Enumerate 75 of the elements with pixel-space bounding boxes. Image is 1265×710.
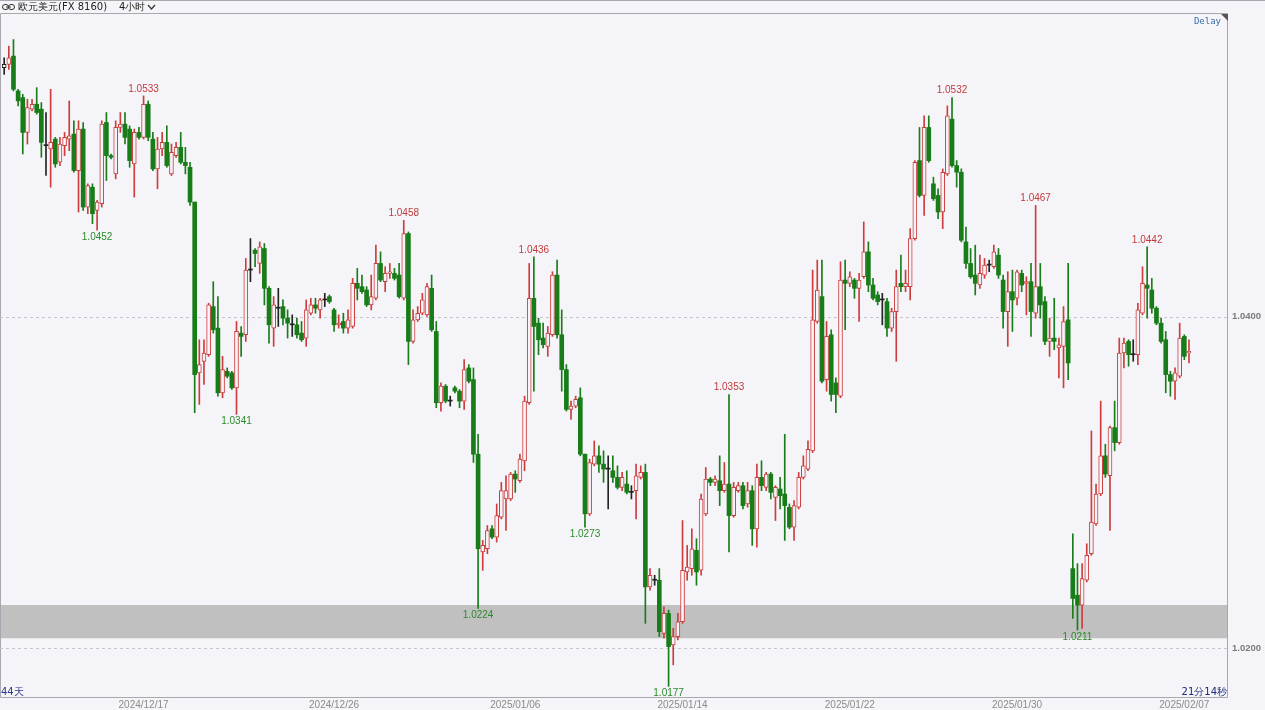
candlestick	[43, 112, 49, 176]
candlestick	[220, 356, 225, 399]
candlestick	[1024, 276, 1029, 316]
candlestick	[680, 520, 685, 624]
candlestick	[1, 57, 7, 75]
candlestick	[1177, 322, 1183, 379]
y-tick-label: 1.0400	[1232, 310, 1262, 322]
candlestick	[1061, 306, 1066, 389]
candlestick	[972, 244, 978, 296]
candlestick	[512, 470, 518, 493]
candlestick	[508, 472, 513, 501]
annotation: 1.0467	[1020, 192, 1052, 204]
annotation: 21分14秒	[1181, 685, 1227, 699]
candlestick	[350, 278, 355, 329]
x-tick-label: 2025/01/22	[824, 698, 876, 710]
candlestick	[782, 433, 788, 541]
candlestick	[118, 112, 123, 133]
candlestick	[1089, 430, 1094, 556]
annotation: 1.0533	[128, 82, 160, 94]
candlestick	[113, 120, 119, 180]
candlestick	[485, 525, 490, 555]
candlestick	[745, 482, 750, 508]
candlestick	[354, 268, 360, 301]
candlestick	[722, 462, 727, 493]
x-tick-label: 2024/12/26	[309, 698, 360, 710]
annotation: 1.0211	[1062, 630, 1093, 642]
candlestick	[731, 482, 736, 518]
annotation: 1.0224	[462, 609, 494, 621]
candlestick	[889, 307, 894, 332]
candlestick	[234, 321, 239, 415]
annotation: 1.0532	[936, 84, 968, 96]
candlestick	[587, 458, 592, 516]
candlestick	[1051, 297, 1057, 351]
text: Delay	[1193, 16, 1221, 26]
annotation: 1.0436	[518, 243, 550, 255]
candlestick	[275, 288, 281, 327]
candlestick	[1186, 339, 1192, 364]
x-tick-label: 2025/02/07	[1159, 698, 1210, 710]
candlestick	[141, 95, 146, 140]
candlestick	[289, 314, 295, 337]
x-tick-label: 2025/01/30	[992, 698, 1043, 710]
candlestick	[169, 143, 174, 176]
annotation: 1.0177	[653, 687, 685, 699]
annotation: 44天	[1, 685, 24, 699]
candlestick	[773, 485, 778, 521]
annotation: 1.0452	[81, 231, 113, 243]
annotation: 1.0442	[1131, 233, 1163, 245]
chart-title: 欧元美元(FX 8160)	[18, 1, 108, 13]
candlestick	[824, 321, 829, 392]
y-tick-label: 1.0200	[1232, 641, 1262, 653]
candlestick	[717, 455, 723, 506]
candlestick	[271, 296, 276, 347]
candlestick	[76, 120, 81, 213]
x-tick-label: 2025/01/06	[490, 698, 541, 710]
annotation: 1.0273	[569, 527, 601, 539]
annotation: 1.0458	[388, 207, 420, 219]
candlestick	[1098, 400, 1104, 496]
x-tick-label: 2024/12/17	[118, 698, 170, 710]
candlestick	[1130, 339, 1136, 362]
candlestick	[838, 261, 843, 399]
candlestick	[155, 137, 160, 190]
candlestick	[25, 98, 30, 145]
candlestick	[387, 263, 393, 279]
chart-subtitle: 4小时	[119, 1, 146, 13]
annotation: 1.0353	[713, 381, 745, 393]
candlestick	[1033, 205, 1038, 319]
candlestick	[196, 339, 202, 405]
candlestick	[48, 88, 53, 188]
candlestick	[573, 395, 578, 409]
candlestick	[1047, 317, 1052, 357]
candlestick	[670, 628, 676, 666]
x-tick-label: 2025/01/14	[657, 698, 708, 710]
annotation: 1.0341	[221, 415, 253, 427]
candlestick	[206, 302, 211, 357]
candlestick	[66, 100, 72, 151]
